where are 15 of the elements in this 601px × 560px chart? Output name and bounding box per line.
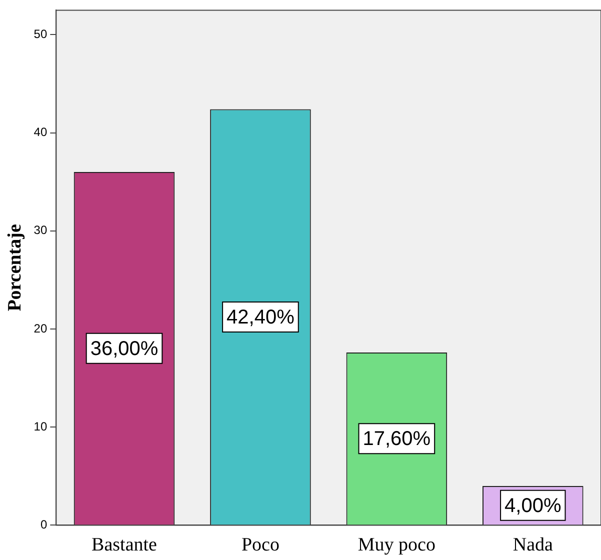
data-label: 42,40% xyxy=(226,306,295,329)
data-label: 4,00% xyxy=(504,494,562,517)
y-tick-label: 30 xyxy=(34,223,48,238)
y-tick-label: 10 xyxy=(34,419,48,434)
y-tick-label: 0 xyxy=(40,518,48,532)
y-tick-label: 40 xyxy=(34,125,48,140)
x-tick-label: Nada xyxy=(512,534,554,556)
x-tick-label: Poco xyxy=(241,534,280,556)
y-tick-label: 20 xyxy=(34,321,48,336)
x-tick-label: Muy poco xyxy=(358,534,436,556)
data-label: 17,60% xyxy=(362,428,431,450)
y-axis-title: Porcentaje xyxy=(4,224,26,312)
data-label: 36,00% xyxy=(90,338,158,360)
x-tick-label: Bastante xyxy=(92,534,157,556)
y-tick-label: 50 xyxy=(34,27,48,42)
